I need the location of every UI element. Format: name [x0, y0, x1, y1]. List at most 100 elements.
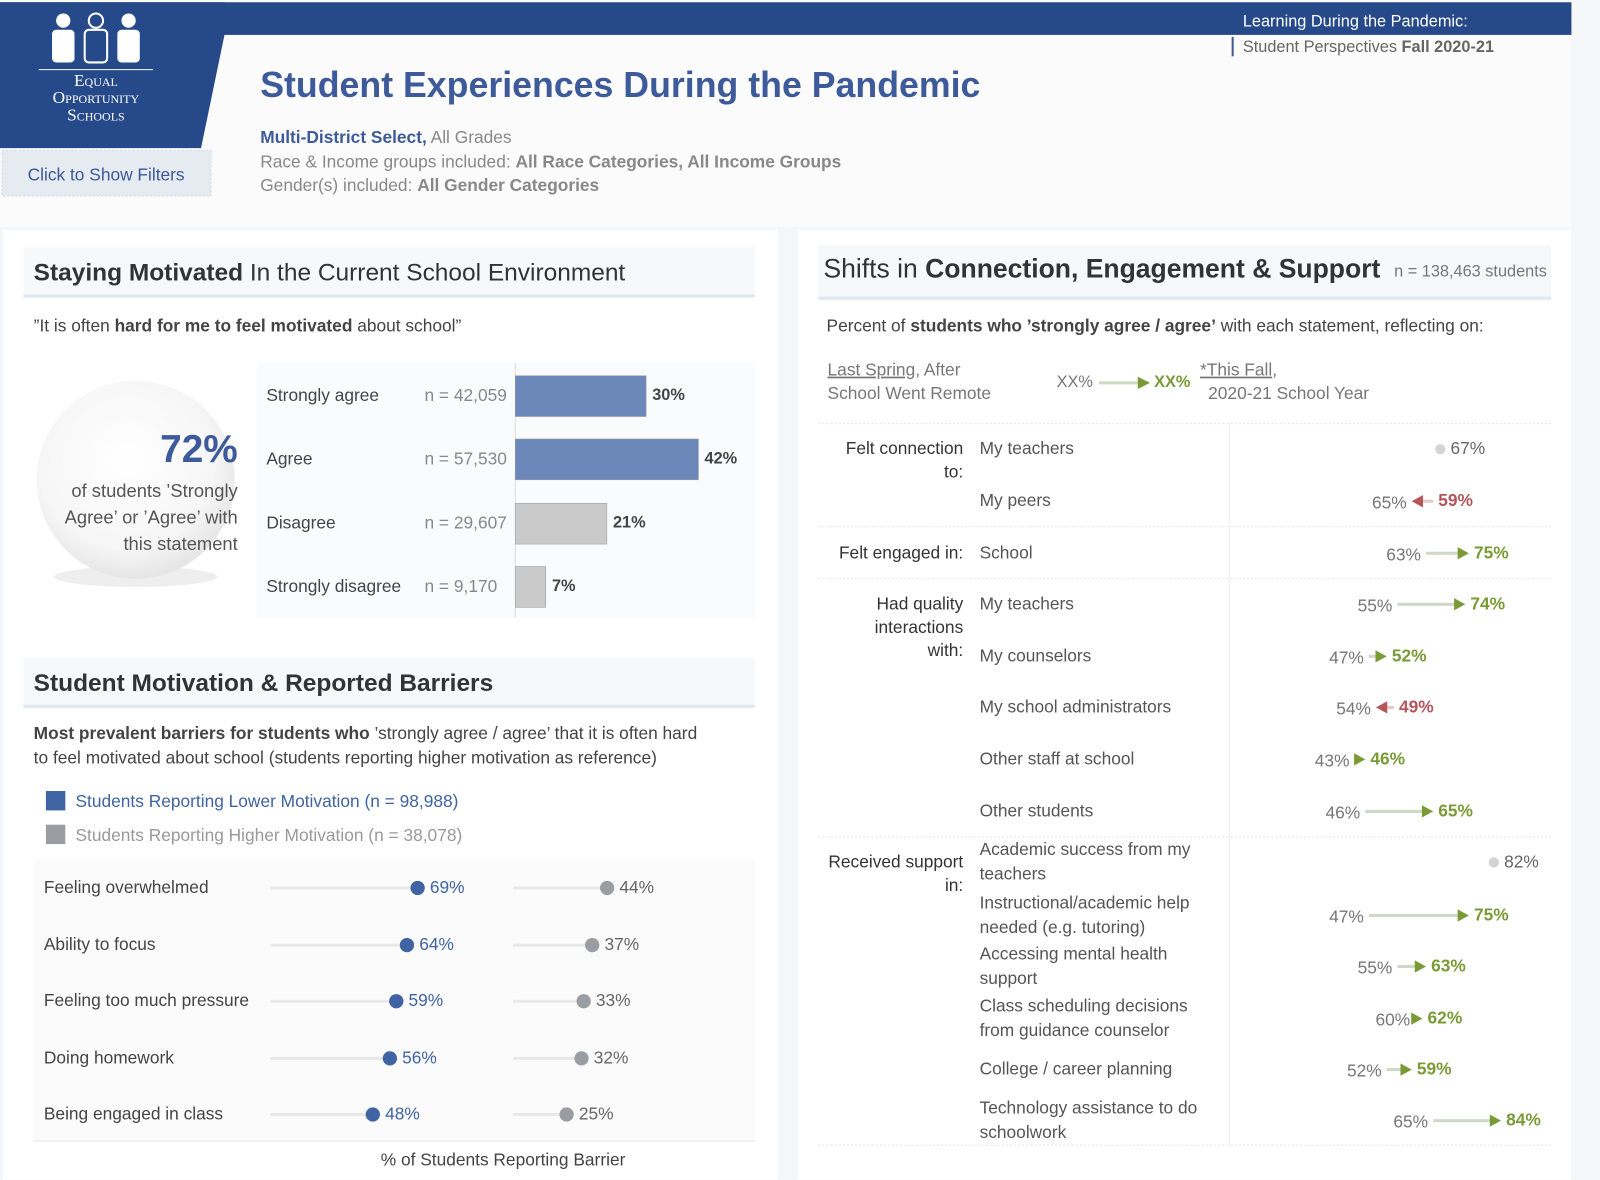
fall-value-label-part: 67% [1451, 438, 1486, 458]
fall-value-label-part: 62% [1428, 1007, 1463, 1027]
legend-spring: School Went Remote [828, 383, 991, 403]
category-label-part: My peers [980, 490, 1052, 510]
group-label-part: Had quality [877, 593, 964, 613]
category-label: Other students [980, 800, 1094, 820]
group-label: with: [927, 640, 964, 660]
spring-value-label: 55% [1358, 595, 1393, 615]
fall-value-label: 49% [1399, 696, 1434, 716]
fall-value-label: 74% [1470, 593, 1505, 613]
section-header [818, 245, 1552, 299]
shift-arrowhead [1454, 598, 1466, 611]
category-label: Ability to focus [44, 934, 156, 954]
category-label-part: My school administrators [980, 696, 1172, 716]
fall-value-label-part: 52% [1392, 645, 1427, 665]
fall-dot [1488, 857, 1499, 868]
category-label-part: Class scheduling decisions [980, 995, 1188, 1015]
value-label: 21% [613, 514, 646, 532]
value-label-part: 25% [579, 1103, 614, 1123]
group-label-part: Felt connection [846, 438, 964, 458]
fall-value-label-part: 74% [1470, 593, 1505, 613]
category-label-part: My counselors [980, 645, 1092, 665]
bar [515, 566, 547, 608]
filter-race-part: Race & Income groups included: [260, 151, 515, 171]
spring-value-label: 55% [1358, 957, 1393, 977]
category-label: needed (e.g. tutoring) [980, 916, 1146, 936]
report-subtitle: Student Perspectives Fall 2020-21 [1243, 38, 1494, 56]
legend-arrowhead [1137, 376, 1150, 389]
section-title: Staying Motivated In the Current School … [34, 260, 626, 287]
filter-gender: Gender(s) included: All Gender Categorie… [260, 174, 599, 194]
intro-part: with each statement, reflecting on: [1216, 315, 1484, 335]
category-label-part: Other students [980, 800, 1094, 820]
value-label: 69% [430, 877, 465, 897]
legend-spring-part: , After [915, 359, 960, 379]
value-label-part: 7% [552, 577, 576, 595]
logo-text-part: Opportunity [53, 88, 140, 107]
shift-arrowhead [1457, 547, 1469, 560]
filter-button[interactable] [1, 149, 212, 197]
legend-label: Students Reporting Higher Motivation (n … [76, 824, 463, 844]
value-label-part: 56% [402, 1047, 437, 1067]
fall-value-label-part: 46% [1370, 748, 1405, 768]
summary-text-part: of students ’Strongly [71, 480, 238, 501]
group-label: interactions [875, 616, 964, 636]
subtitle: to feel motivated about school (students… [34, 747, 657, 767]
group-label-part: Received support [828, 851, 963, 871]
category-label: Other staff at school [980, 748, 1135, 768]
group-label-part: to: [944, 461, 963, 481]
fall-value-label-part: 59% [1438, 490, 1473, 510]
value-label: 42% [705, 450, 738, 468]
value-label: 48% [385, 1103, 420, 1123]
fall-value-label: 62% [1428, 1007, 1463, 1027]
fall-value-label: 59% [1417, 1058, 1452, 1078]
category-label: My teachers [980, 438, 1075, 458]
value-label-part: 30% [652, 386, 685, 404]
spring-value-label: 60% [1376, 1009, 1411, 1029]
n-label-part: n = 57,530 [424, 448, 506, 468]
value-label: 59% [409, 990, 444, 1010]
fall-value-label: 46% [1370, 748, 1405, 768]
value-label: 33% [596, 990, 631, 1010]
section-title: Shifts in Connection, Engagement & Suppo… [823, 254, 1380, 284]
group-label: Had quality [877, 593, 964, 613]
fall-value-label: 63% [1431, 955, 1466, 975]
fall-dot [1435, 444, 1446, 455]
spring-value-label: 54% [1336, 698, 1371, 718]
spring-value-label-part: 54% [1336, 698, 1371, 718]
report-title: Learning During the Pandemic: [1243, 13, 1468, 31]
fall-value-label: 65% [1438, 800, 1473, 820]
category-label-part: teachers [980, 863, 1047, 883]
fall-value-label-part: 75% [1474, 904, 1509, 924]
value-label-part: 64% [419, 934, 454, 954]
fall-value-label-part: 49% [1399, 696, 1434, 716]
spring-value-label: 65% [1372, 492, 1407, 512]
legend-from: XX% [1057, 373, 1093, 391]
group-label: Felt connection [846, 438, 964, 458]
intro: Percent of students who ’strongly agree … [827, 315, 1484, 335]
fall-value-label-part: 84% [1506, 1109, 1541, 1129]
shift-arrowhead [1400, 1063, 1412, 1076]
category-label-part: Ability to focus [44, 934, 156, 954]
spring-value-label-part: 55% [1358, 957, 1393, 977]
value-label: 25% [579, 1103, 614, 1123]
category-label-part: Disagree [266, 512, 335, 532]
n-label-part: n = 42,059 [424, 385, 506, 405]
shift-arrowhead [1414, 960, 1427, 973]
fall-value-label: 59% [1438, 490, 1473, 510]
filter-gender-part: Gender(s) included: [260, 174, 417, 194]
bar [515, 438, 699, 481]
category-label: schoolwork [980, 1121, 1067, 1141]
legend-fall-part: 2020-21 School Year [1208, 383, 1369, 403]
category-label-part: College / career planning [980, 1058, 1173, 1078]
category-label: Being engaged in class [44, 1103, 224, 1123]
value-label-part: 37% [604, 934, 639, 954]
spring-value-label-part: 43% [1315, 750, 1350, 770]
category-label-part: support [980, 967, 1038, 987]
n-label: n = 42,059 [424, 385, 506, 405]
spring-value-label-part: 55% [1358, 595, 1393, 615]
shift-arrowhead [1411, 1012, 1423, 1025]
fall-value-label: 84% [1506, 1109, 1541, 1129]
value-label: 32% [594, 1047, 629, 1067]
summary-text-part: this statement [123, 533, 237, 554]
n-label: n = 138,463 students [1394, 263, 1547, 281]
